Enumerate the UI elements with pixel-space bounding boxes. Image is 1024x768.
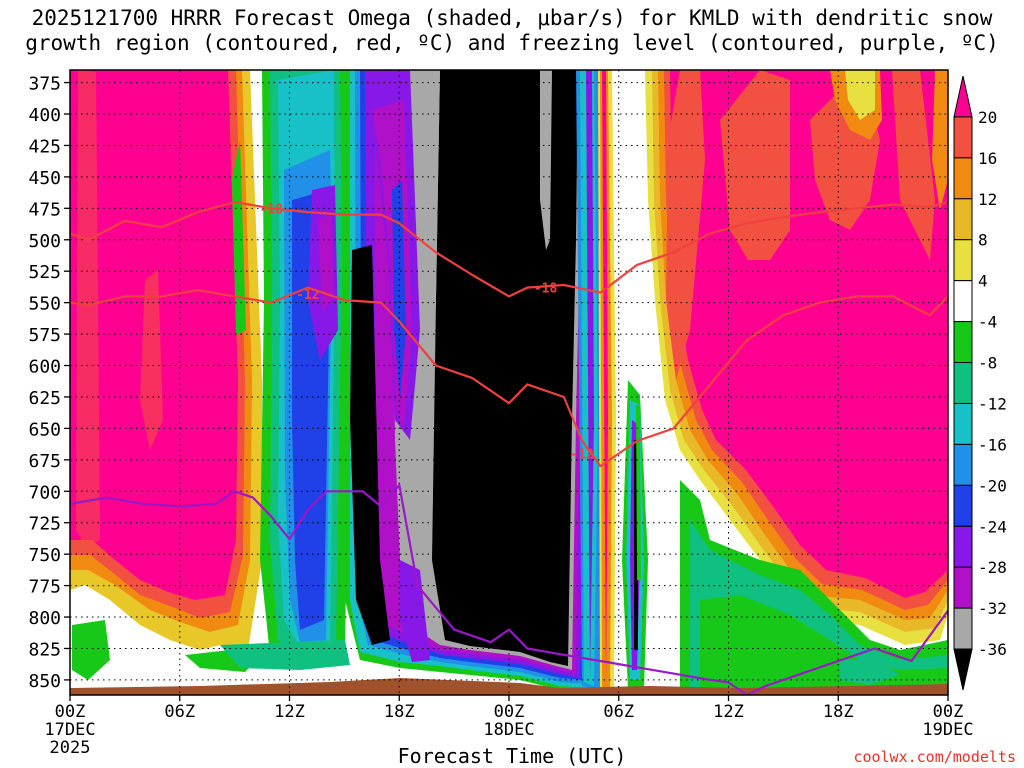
colorbar: 20 16 12 8 4 -4 -8 -12 -16 -20 -24 -28 -32 -36 xyxy=(953,75,1007,691)
y-tick-label: 700 xyxy=(28,482,61,503)
colorbar-swatch xyxy=(953,239,973,282)
contour-label--18: -18 xyxy=(534,282,558,297)
y-tick-label: 725 xyxy=(28,514,61,535)
omega-right-streak xyxy=(598,70,648,690)
contour-label-text: -18 xyxy=(534,282,558,297)
omega-sinking-region-left xyxy=(72,70,350,680)
colorbar-label: 8 xyxy=(978,231,988,250)
contour-lines xyxy=(70,200,948,695)
contour-label--12: -12 xyxy=(570,448,593,463)
y-tick-label: 800 xyxy=(28,608,61,629)
x-axis-label: Forecast Time (UTC) xyxy=(397,744,627,768)
colorbar-swatch xyxy=(953,157,973,200)
x-tick-label: 12Z xyxy=(274,702,305,722)
colorbar-swatch xyxy=(953,566,973,609)
contour-label--12: -12 xyxy=(296,288,319,303)
colorbar-label: -36 xyxy=(978,640,1007,659)
colorbar-label: -8 xyxy=(978,354,997,373)
x-tick-year: 2025 xyxy=(50,738,91,758)
contour-line-1 xyxy=(70,286,948,468)
title-line-1: 2025121700 HRRR Forecast Omega (shaded, … xyxy=(31,6,993,30)
colorbar-label: -32 xyxy=(978,599,1007,618)
y-tick-label: 650 xyxy=(28,419,61,440)
colorbar-swatch xyxy=(953,198,973,241)
contour-line-0 xyxy=(70,200,948,298)
x-tick-label: 18Z xyxy=(384,702,415,722)
gridlines xyxy=(70,70,948,695)
colorbar-swatch xyxy=(953,321,973,364)
x-tick-label: 06Z xyxy=(603,702,634,722)
chart-title: 2025121700 HRRR Forecast Omega (shaded, … xyxy=(0,6,1024,56)
y-tick-label: 375 xyxy=(28,74,61,95)
colorbar-label: 16 xyxy=(978,149,997,168)
colorbar-swatch xyxy=(953,362,973,404)
colorbar-swatch xyxy=(953,402,973,445)
contour-line-2 xyxy=(70,483,948,695)
colorbar-label: -24 xyxy=(978,517,1007,536)
colorbar-swatch xyxy=(953,443,973,486)
credit-text: coolwx.com/modelts xyxy=(853,748,1016,766)
x-tick-label: 06Z xyxy=(164,702,195,722)
colorbar-label: 20 xyxy=(978,108,997,127)
contour-label-text: -12 xyxy=(570,448,593,463)
y-tick-label: 675 xyxy=(28,451,61,472)
y-tick-label: 825 xyxy=(28,639,61,660)
x-tick-label: 18Z xyxy=(823,702,854,722)
title-line-2: growth region (contoured, red, ºC) and f… xyxy=(25,31,999,55)
y-tick-label: 775 xyxy=(28,577,61,598)
y-tick-label: 750 xyxy=(28,545,61,566)
x-tick-date: 17DEC xyxy=(44,720,95,740)
colorbar-label: 4 xyxy=(978,272,988,291)
y-tick-label: 575 xyxy=(28,325,61,346)
y-tick-label: 600 xyxy=(28,357,61,378)
colorbar-label: 12 xyxy=(978,190,997,209)
pressure-axis: 375 400 425 450 475 500 525 550 575 600 625 650 675 7… xyxy=(28,74,70,692)
colorbar-label: -12 xyxy=(978,394,1007,413)
y-tick-label: 475 xyxy=(28,199,61,220)
colorbar-arrow-top xyxy=(953,75,973,118)
y-tick-label: 425 xyxy=(28,136,61,157)
y-tick-label: 550 xyxy=(28,294,61,315)
contour-label-text: -12 xyxy=(296,288,319,303)
contour-label--18: -18 xyxy=(259,202,283,217)
x-tick-label: 00Z xyxy=(933,702,964,722)
y-tick-label: 400 xyxy=(28,105,61,126)
x-tick-label: 12Z xyxy=(713,702,744,722)
y-tick-label: 450 xyxy=(28,168,61,189)
colorbar-swatch xyxy=(953,116,973,159)
colorbar-arrow-bottom xyxy=(953,648,973,691)
contour-labels: -18 -18 -12 -12 xyxy=(259,202,593,462)
x-tick-label: 00Z xyxy=(55,702,86,722)
colorbar-label: -20 xyxy=(978,476,1007,495)
omega-rising-region-left xyxy=(70,70,262,650)
colorbar-label: -28 xyxy=(978,558,1007,577)
colorbar-label: -16 xyxy=(978,435,1007,454)
colorbar-swatch xyxy=(953,484,973,527)
colorbar-swatch xyxy=(953,607,973,650)
y-tick-label: 525 xyxy=(28,262,61,283)
x-tick-date: 18DEC xyxy=(483,720,534,740)
omega-sinking-region-right xyxy=(680,480,948,690)
colorbar-swatch xyxy=(953,525,973,568)
x-tick-date: 19DEC xyxy=(922,720,973,740)
x-tick-label: 00Z xyxy=(494,702,525,722)
y-tick-label: 625 xyxy=(28,388,61,409)
y-tick-label: 850 xyxy=(28,671,61,692)
contour-label-text: -18 xyxy=(259,202,283,217)
y-tick-label: 500 xyxy=(28,231,61,252)
colorbar-label: -4 xyxy=(978,313,997,332)
colorbar-swatch xyxy=(953,280,973,323)
